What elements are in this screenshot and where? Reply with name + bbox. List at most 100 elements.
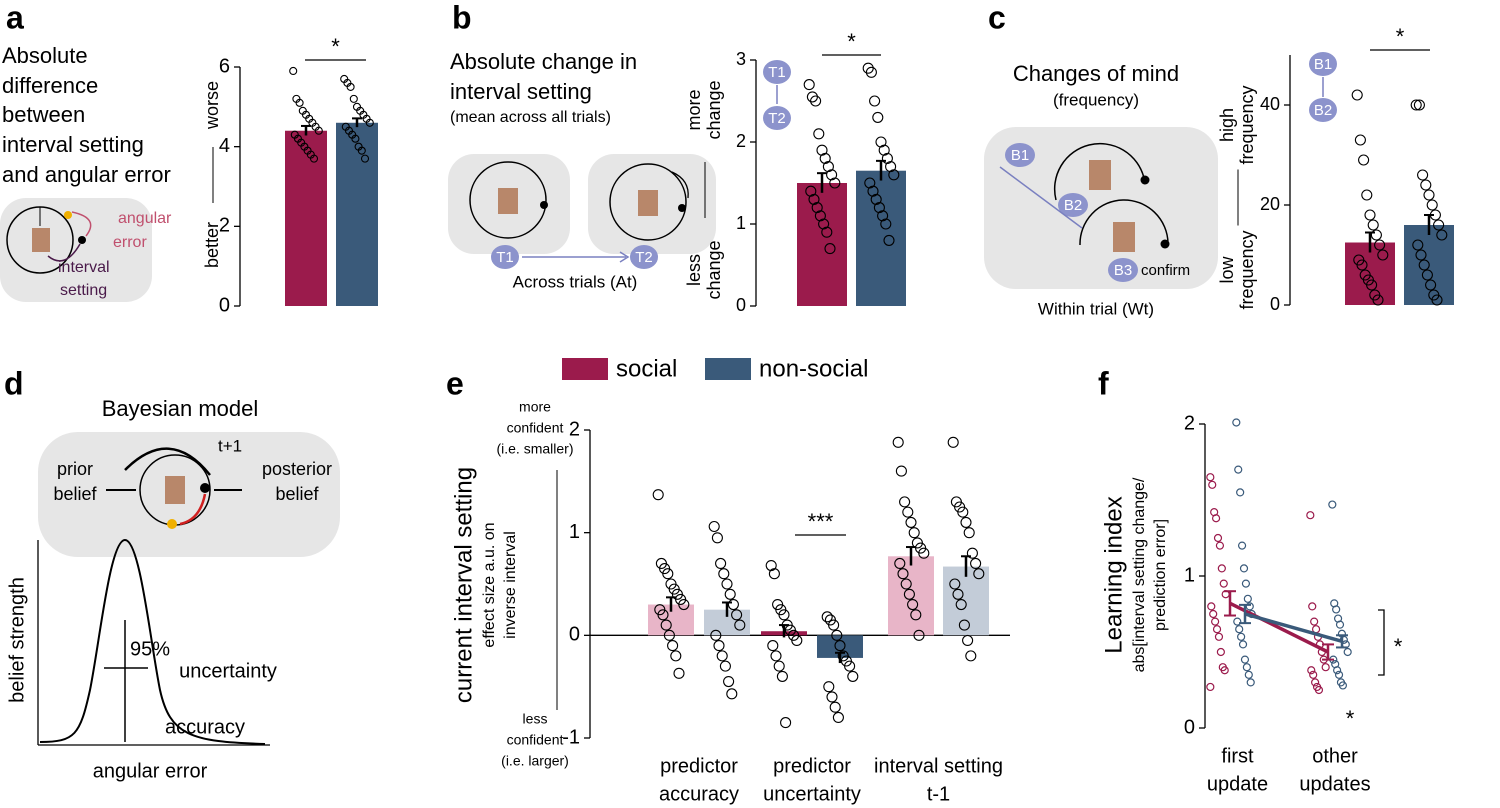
data-point [913, 629, 925, 641]
dot [678, 204, 686, 212]
data-point [1335, 620, 1345, 629]
panel-letter: c [988, 0, 1006, 35]
data-point [791, 634, 803, 647]
bar [888, 556, 934, 636]
data-point [902, 506, 914, 518]
data-point [724, 588, 736, 600]
data-point [1241, 579, 1251, 588]
data-point [960, 516, 972, 528]
title: Bayesian model [102, 396, 259, 421]
data-point [349, 94, 358, 103]
data-point [947, 436, 959, 448]
note: (i.e. smaller) [496, 441, 573, 457]
data-point [1433, 219, 1445, 231]
data-point [965, 650, 977, 662]
data-point [1206, 682, 1215, 692]
y-label: frequency [1237, 230, 1257, 309]
data-point [663, 629, 675, 641]
data-point [1420, 179, 1432, 191]
data-point [1239, 564, 1249, 573]
data-point [966, 547, 978, 559]
y-label: belief strength [6, 577, 28, 703]
y-tick-label: -1 [562, 726, 580, 748]
data-point [888, 169, 900, 181]
badge-label: T1 [496, 249, 514, 266]
annotation: *** [808, 509, 834, 534]
data-point [1310, 617, 1319, 626]
data-point [711, 532, 723, 544]
data-point [767, 640, 779, 652]
badge [1108, 258, 1138, 282]
data-point [907, 598, 919, 611]
note: less [523, 711, 548, 727]
data-point [778, 609, 790, 621]
data-point [1377, 249, 1389, 261]
arrow [999, 166, 1083, 229]
data-point [826, 691, 838, 703]
y-tick-label: 6 [219, 55, 230, 77]
data-point [1343, 647, 1352, 657]
data-point [949, 578, 961, 590]
data-point [723, 675, 735, 688]
y-tick-label: 2 [736, 131, 746, 151]
x-tick-label: uncertainty [763, 783, 861, 805]
data-point [768, 568, 780, 580]
arrow [179, 493, 207, 526]
badge-label: B1 [1314, 56, 1332, 73]
panel-c-diagram: Changes of mind (frequency) B1 B2 B3 con… [984, 52, 1337, 318]
y-label: frequency [1237, 85, 1257, 164]
data-point [670, 650, 682, 662]
badge [1309, 98, 1337, 122]
x-tick-label: interval setting [874, 755, 1003, 777]
data-point [1235, 625, 1244, 634]
badge [763, 60, 791, 84]
data-point [1328, 500, 1337, 509]
annotation: * [847, 29, 856, 54]
data-point [667, 640, 679, 652]
y-label: less [684, 254, 704, 286]
data-point [1354, 134, 1366, 146]
series-line [1244, 612, 1343, 644]
data-point [958, 619, 970, 631]
data-point [660, 619, 672, 631]
x-tick-label: predictor [773, 755, 851, 777]
data-point [952, 588, 964, 600]
data-point [844, 660, 856, 672]
data-point [899, 496, 911, 508]
title-line: Absolute change in [450, 49, 637, 74]
bar [817, 635, 863, 658]
data-point [346, 82, 355, 91]
legend-swatch [705, 358, 751, 380]
data-point [770, 650, 782, 662]
data-point [734, 619, 746, 631]
data-point [1215, 541, 1225, 550]
x-tick-label: updates [1299, 773, 1370, 795]
data-point [828, 619, 840, 631]
face [498, 188, 518, 214]
y-tick-label: 0 [569, 624, 580, 646]
data-point [1410, 99, 1422, 111]
legend-swatch [562, 358, 608, 380]
data-point [1211, 514, 1221, 523]
panel-d-diagram: Bayesian model prior belief posterior be… [6, 396, 340, 782]
data-point [900, 578, 912, 590]
x-tick-label: first [1221, 745, 1254, 767]
data-point [1244, 670, 1253, 679]
panel-letter: b [452, 0, 472, 35]
data-point [1417, 169, 1429, 181]
data-point [895, 465, 907, 477]
data-point [1213, 533, 1223, 543]
panel-letters: a b c d e f [4, 0, 1109, 401]
y-label: effect size a.u. on [481, 522, 498, 647]
data-point [716, 650, 728, 662]
data-point [973, 568, 985, 580]
data-point [810, 95, 822, 107]
dot [540, 201, 548, 209]
y-tick-label: 40 [1260, 94, 1280, 114]
data-point [314, 126, 323, 135]
chart: 0 1 2 Learning index abs[interval setting ch… [1100, 412, 1402, 795]
data-point [1338, 681, 1347, 690]
data-point [821, 226, 833, 238]
data-point [1374, 239, 1386, 251]
